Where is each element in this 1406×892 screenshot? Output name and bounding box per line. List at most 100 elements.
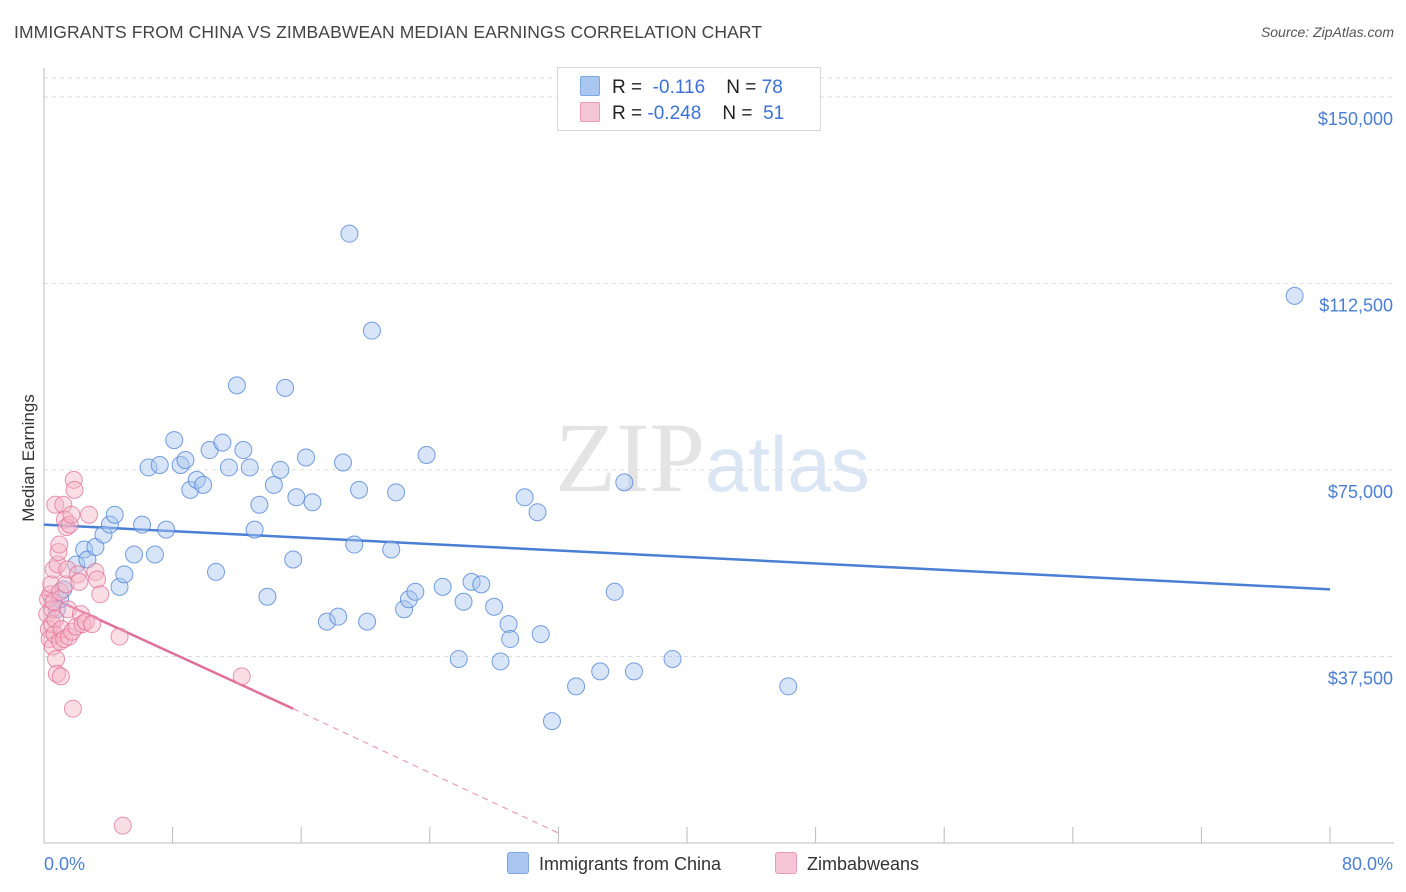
data-point <box>80 505 99 524</box>
data-point <box>91 585 110 604</box>
data-point <box>50 535 69 554</box>
data-point <box>64 470 83 489</box>
data-point <box>499 615 518 634</box>
data-point <box>62 505 81 524</box>
watermark-zip: ZIP <box>555 402 705 513</box>
data-point <box>113 816 132 835</box>
data-point <box>165 431 184 450</box>
data-point <box>472 575 491 594</box>
data-point <box>56 575 75 594</box>
x-tick-label-min: 0.0% <box>44 854 85 874</box>
data-point <box>528 503 547 522</box>
legend-label-zimbabwe: Zimbabweans <box>807 854 920 874</box>
data-point <box>115 565 134 584</box>
trend-line-extension-1 <box>292 708 559 834</box>
data-point <box>227 376 246 395</box>
data-point <box>284 550 303 569</box>
data-point <box>63 699 82 718</box>
data-point <box>51 667 70 686</box>
stats-n-label: N = <box>722 103 753 124</box>
stats-row-zimbabwe: R = -0.248 N = 51 <box>580 102 784 128</box>
data-point <box>317 612 336 631</box>
data-point <box>105 505 124 524</box>
data-point <box>47 649 66 668</box>
data-point <box>94 525 113 544</box>
data-point <box>406 582 425 601</box>
legend-swatch-zimbabwe <box>775 852 797 874</box>
stats-n-value-zimbabwe: 51 <box>763 103 785 124</box>
data-point <box>213 433 232 452</box>
series-0 <box>47 224 1304 731</box>
data-point <box>83 615 102 634</box>
data-points <box>38 224 1304 835</box>
data-point <box>449 649 468 668</box>
axes <box>43 68 1394 844</box>
stats-r-value-china: -0.116 <box>652 77 706 98</box>
data-point <box>591 662 610 681</box>
stats-r-value-zimbabwe: -0.248 <box>647 103 702 124</box>
stats-r-label: R = <box>612 77 643 98</box>
data-point <box>491 652 510 671</box>
data-point <box>271 460 290 479</box>
data-point <box>779 677 798 696</box>
data-point <box>59 627 78 646</box>
stats-n-value-china: 78 <box>761 77 783 98</box>
data-point <box>110 627 129 646</box>
data-point <box>145 545 164 564</box>
data-point <box>75 540 94 559</box>
data-point <box>258 587 277 606</box>
data-point <box>264 475 283 494</box>
data-point <box>276 378 295 397</box>
data-point <box>133 515 152 534</box>
data-point <box>125 545 144 564</box>
data-point <box>150 455 169 474</box>
stats-row-china: R = -0.116 N = 78 <box>580 76 783 102</box>
data-point <box>44 592 63 611</box>
data-point <box>171 455 190 474</box>
data-point <box>567 677 586 696</box>
data-point <box>194 475 213 494</box>
trend-line-0 <box>43 523 1331 591</box>
legend-item-china[interactable]: Immigrants from China <box>507 852 721 875</box>
data-point <box>531 625 550 644</box>
legend-label-china: Immigrants from China <box>539 854 722 874</box>
stats-r-label: R = <box>612 103 643 124</box>
watermark-atlas: atlas <box>705 420 870 508</box>
stats-swatch-zimbabwe <box>580 102 600 122</box>
data-point <box>287 488 306 507</box>
data-point <box>358 612 377 631</box>
data-point <box>51 582 70 601</box>
axis-labels: $37,500 $75,000 $112,500 $150,000 0.0% 80.0% M… <box>19 109 1393 874</box>
series-1 <box>38 470 251 835</box>
data-point <box>329 607 348 626</box>
data-point <box>615 473 634 492</box>
data-point <box>303 493 322 512</box>
data-point <box>219 458 238 477</box>
data-point <box>345 535 364 554</box>
data-point <box>340 224 359 243</box>
data-point <box>382 540 401 559</box>
data-point <box>297 448 316 467</box>
y-axis-label: Median Earnings <box>19 394 38 522</box>
data-point <box>70 572 89 591</box>
data-point <box>387 483 406 502</box>
data-point <box>139 458 158 477</box>
data-point <box>232 667 251 686</box>
data-point <box>501 630 520 649</box>
data-point <box>663 649 682 668</box>
data-point <box>68 565 87 584</box>
data-point <box>43 600 62 619</box>
chart-title: IMMIGRANTS FROM CHINA VS ZIMBABWEAN MEDI… <box>14 22 763 42</box>
legend-swatch-china <box>507 852 529 874</box>
legend-item-zimbabwe[interactable]: Zimbabweans <box>775 852 919 875</box>
data-point <box>333 453 352 472</box>
data-point <box>250 495 269 514</box>
stats-swatch-china <box>580 76 600 96</box>
data-point <box>176 450 195 469</box>
data-point <box>433 577 452 596</box>
data-point <box>240 458 259 477</box>
y-tick-label: $150,000 <box>1318 109 1393 129</box>
watermark: ZIPatlas <box>555 400 870 515</box>
data-point <box>605 582 624 601</box>
chart-source: Source: ZipAtlas.com <box>1260 24 1394 40</box>
